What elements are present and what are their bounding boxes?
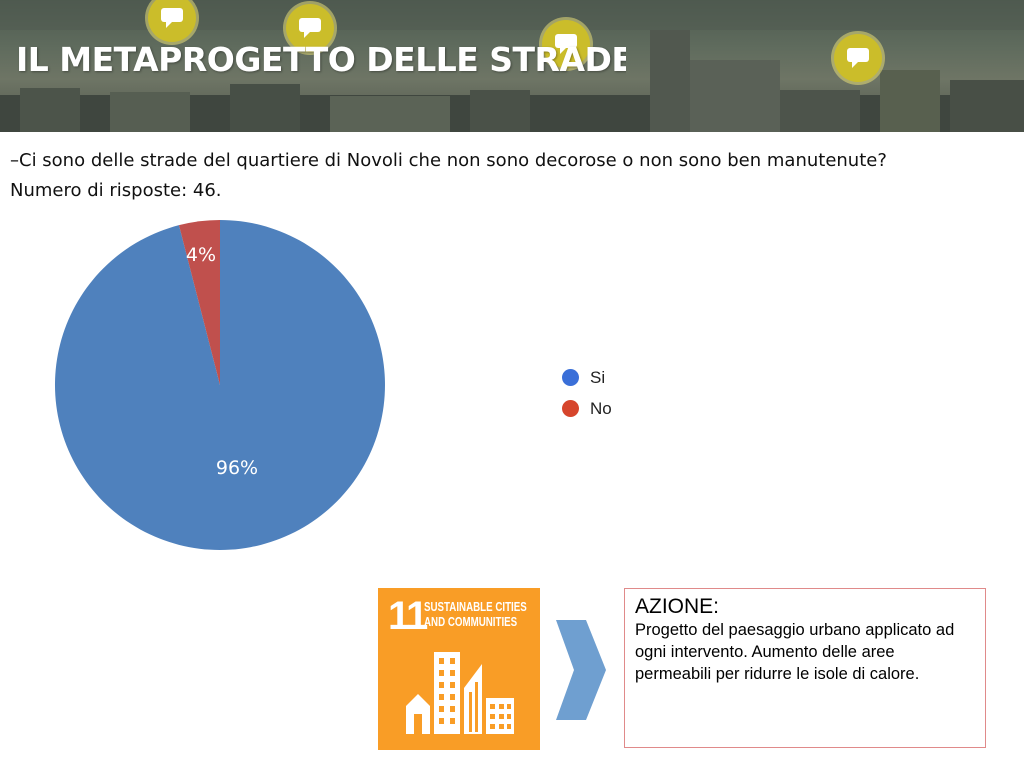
page-title: IL METAPROGETTO DELLE STRADE [16,40,626,79]
sdg-11-tile: 11 SUSTAINABLE CITIES AND COMMUNITIES [378,588,540,750]
speech-bubble-icon-3 [542,20,590,68]
city-buildings-icon [406,652,514,734]
survey-question: –Ci sono delle strade del quartiere di N… [10,150,887,201]
sdg-caption-line2: AND COMMUNITIES [424,615,518,629]
pie-slice-no [178,220,220,385]
sdg-caption-line1: SUSTAINABLE CITIES [424,600,527,614]
legend-item-si: Si [562,362,612,393]
legend-item-no: No [562,393,612,424]
pie-slice-si [54,220,385,550]
sdg-number: 11 [388,594,428,638]
azione-title: AZIONE: [635,595,720,618]
legend-label-no: No [590,398,612,418]
sdg-caption: SUSTAINABLE CITIES AND COMMUNITIES [424,600,527,630]
pie-chart: 96% 4% [54,220,385,550]
speech-bubble-icon-1 [148,0,196,42]
chevron-right-icon [556,620,606,720]
pie-label-no: 4% [186,244,216,266]
header-banner: IL METAPROGETTO DELLE STRADE [0,0,1024,132]
legend-dot-si [562,369,579,386]
azione-body: Progetto del paesaggio urbano applicato … [635,621,955,683]
pie-label-si: 96% [216,457,258,479]
legend-dot-no [562,400,579,417]
speech-bubble-icon-4 [834,34,882,82]
speech-bubble-icon-2 [286,4,334,52]
legend-label-si: Si [590,367,606,387]
azione-box: AZIONE: Progetto del paesaggio urbano ap… [624,588,986,748]
chart-legend: Si No [562,362,612,424]
